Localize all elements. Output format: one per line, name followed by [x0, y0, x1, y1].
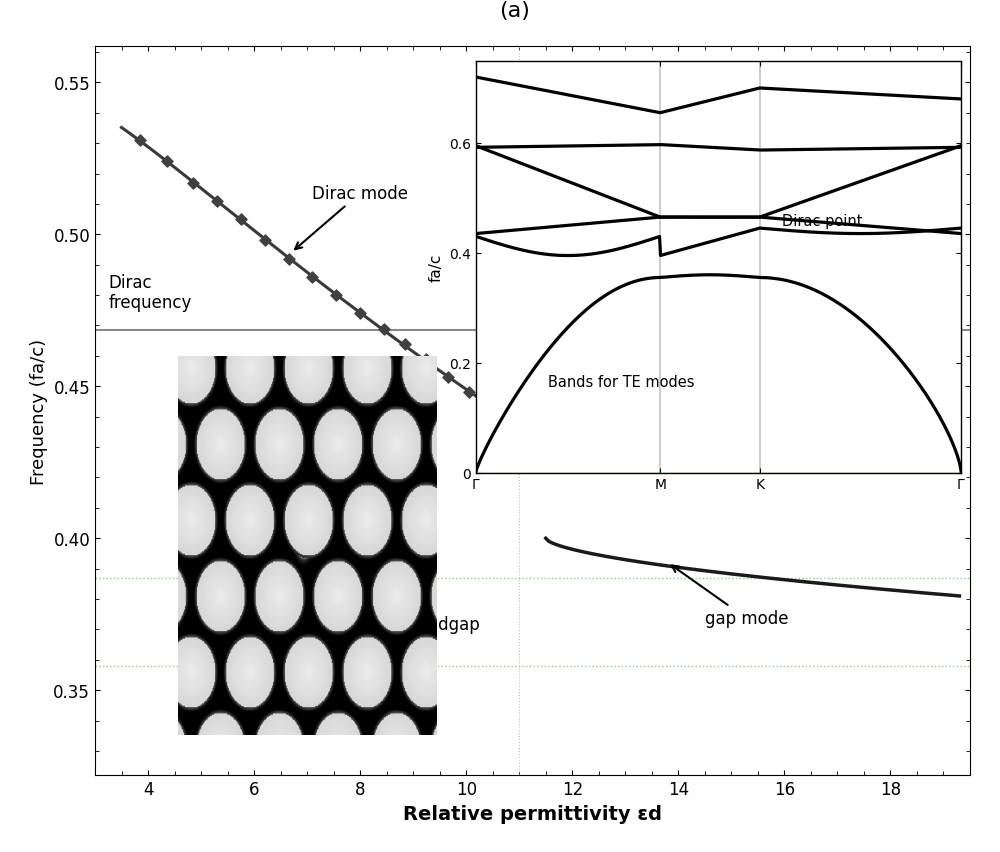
Point	[397, 337, 413, 351]
Point	[418, 353, 434, 366]
Point	[209, 195, 225, 209]
Point	[461, 386, 477, 400]
Text: (a): (a)	[500, 2, 530, 21]
Point	[257, 234, 273, 248]
Point	[482, 401, 498, 415]
Text: Dirac mode: Dirac mode	[295, 185, 408, 250]
Point	[328, 289, 344, 302]
Point	[132, 134, 148, 147]
Text: bandgap: bandgap	[408, 616, 481, 634]
Point	[233, 213, 249, 227]
Point	[376, 322, 392, 336]
X-axis label: Relative permittivity εd: Relative permittivity εd	[403, 803, 662, 823]
Point	[304, 271, 320, 285]
Point	[440, 371, 456, 384]
Point	[281, 252, 297, 266]
Text: Dirac
frequency: Dirac frequency	[108, 273, 192, 312]
Text: gap mode: gap mode	[672, 566, 788, 628]
Point	[159, 155, 175, 169]
Point	[185, 176, 201, 190]
Point	[352, 308, 368, 321]
Y-axis label: Frequency (fa/c): Frequency (fa/c)	[30, 338, 48, 484]
